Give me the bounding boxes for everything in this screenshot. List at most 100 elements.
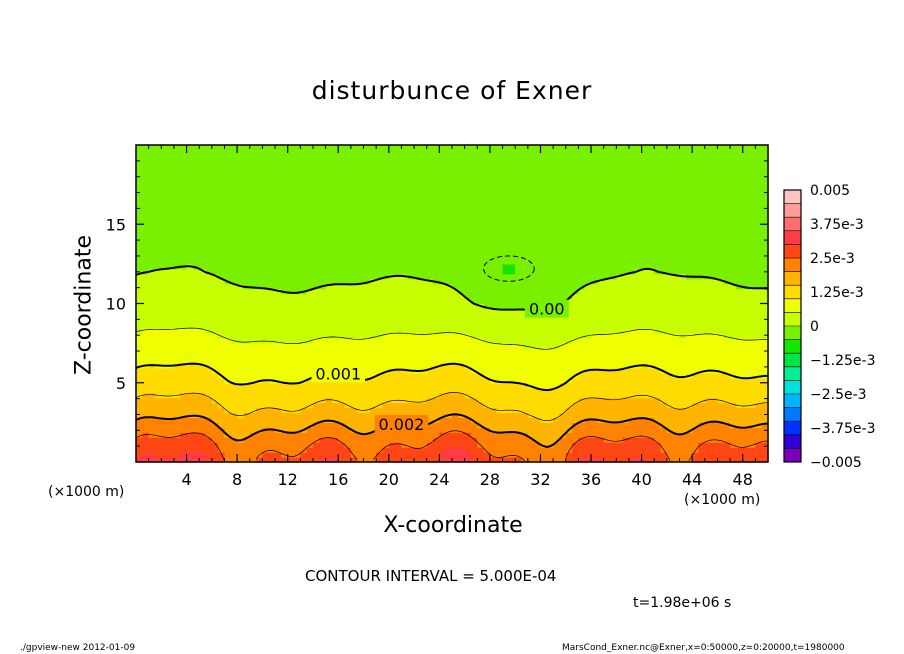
- field-cell: [224, 288, 232, 295]
- field-cell: [136, 229, 143, 235]
- field-cell: [287, 402, 295, 409]
- field-cell: [628, 308, 636, 314]
- field-cell: [553, 432, 561, 438]
- field-cell: [275, 407, 282, 414]
- field-cell: [679, 338, 687, 344]
- field-cell: [616, 372, 624, 379]
- field-cell: [736, 234, 744, 240]
- field-cell: [312, 234, 320, 240]
- field-cell: [154, 353, 162, 359]
- field-cell: [521, 397, 529, 404]
- field-cell: [584, 219, 592, 225]
- field-cell: [666, 348, 674, 354]
- field-cell: [376, 293, 384, 300]
- field-cell: [205, 382, 213, 389]
- field-cell: [464, 417, 472, 423]
- field-cell: [294, 219, 301, 225]
- field-cell: [331, 348, 339, 354]
- field-cell: [704, 417, 712, 423]
- field-cell: [508, 328, 516, 334]
- field-cell: [584, 229, 592, 235]
- field-cell: [654, 417, 662, 423]
- field-cell: [584, 343, 592, 349]
- field-cell: [218, 392, 226, 399]
- field-cell: [148, 214, 156, 220]
- field-cell: [527, 318, 535, 324]
- field-cell: [344, 224, 352, 230]
- field-cell: [736, 323, 744, 329]
- field-cell: [407, 249, 415, 255]
- field-cell: [704, 357, 712, 364]
- field-cell: [363, 447, 371, 453]
- field-cell: [635, 303, 643, 310]
- field-cell: [186, 417, 194, 423]
- field-cell: [742, 323, 750, 329]
- field-cell: [679, 422, 687, 428]
- field-cell: [363, 338, 371, 344]
- field-cell: [717, 288, 725, 295]
- field-cell: [546, 253, 554, 260]
- field-cell: [338, 278, 346, 285]
- field-cell: [483, 333, 491, 339]
- field-cell: [243, 278, 251, 285]
- field-cell: [300, 224, 308, 230]
- field-cell: [205, 219, 213, 225]
- field-cell: [312, 313, 320, 319]
- field-cell: [477, 343, 485, 349]
- field-cell: [527, 293, 535, 300]
- field-cell: [211, 214, 219, 220]
- field-cell: [534, 397, 542, 404]
- field-cell: [565, 353, 573, 359]
- field-cell: [382, 357, 390, 364]
- field-cell: [338, 229, 346, 235]
- field-cell: [281, 234, 289, 240]
- field-cell: [666, 239, 674, 245]
- field-cell: [167, 372, 175, 379]
- field-cell: [414, 357, 421, 364]
- field-cell: [439, 338, 447, 344]
- field-cell: [685, 422, 693, 428]
- field-cell: [224, 362, 232, 369]
- field-cell: [616, 244, 624, 250]
- field-cell: [167, 392, 175, 399]
- field-cell: [698, 338, 706, 344]
- field-cell: [136, 253, 143, 260]
- field-cell: [673, 214, 681, 220]
- field-cell: [654, 214, 662, 220]
- field-cell: [331, 323, 339, 329]
- field-cell: [616, 229, 624, 235]
- field-cell: [224, 328, 232, 334]
- field-cell: [717, 452, 725, 458]
- field-cell: [180, 417, 188, 423]
- field-cell: [654, 318, 662, 324]
- field-cell: [445, 263, 453, 270]
- field-cell: [445, 253, 453, 260]
- field-cell: [742, 318, 750, 324]
- field-cell: [173, 357, 181, 364]
- field-cell: [616, 298, 624, 305]
- field-cell: [325, 427, 333, 433]
- field-cell: [755, 263, 763, 270]
- field-cell: [344, 234, 352, 240]
- field-cell: [572, 417, 579, 423]
- field-cell: [452, 298, 459, 305]
- field-cell: [237, 407, 245, 414]
- field-cell: [559, 234, 567, 240]
- field-cell: [508, 353, 516, 359]
- field-cell: [647, 367, 655, 374]
- field-cell: [477, 308, 485, 314]
- field-cell: [521, 273, 529, 280]
- field-cell: [186, 318, 194, 324]
- field-cell: [331, 402, 339, 409]
- field-cell: [470, 343, 478, 349]
- field-cell: [262, 268, 270, 275]
- field-cell: [452, 249, 459, 255]
- field-cell: [464, 392, 472, 399]
- field-cell: [559, 263, 567, 270]
- field-cell: [154, 283, 162, 290]
- field-cell: [331, 392, 339, 399]
- field-cell: [237, 273, 245, 280]
- field-cell: [591, 338, 598, 344]
- field-cell: [489, 249, 497, 255]
- field-cell: [136, 308, 143, 314]
